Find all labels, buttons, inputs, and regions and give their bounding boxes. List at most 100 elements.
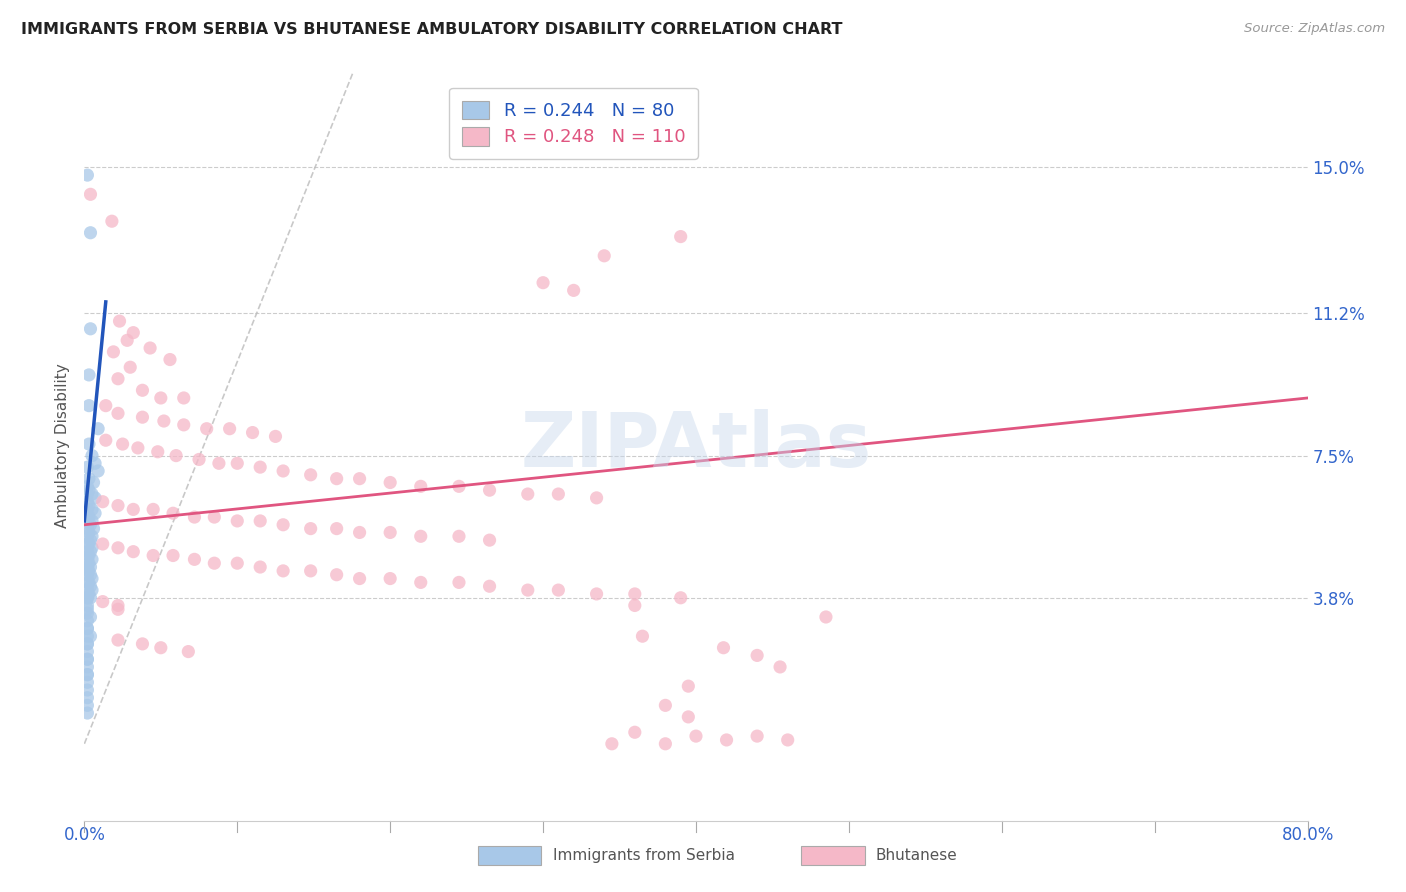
Point [122, 502, 145, 516]
Point [349, 525, 371, 540]
Point [202, 510, 225, 524]
Point [76, 522, 98, 536]
Point [624, 587, 647, 601]
Point [76, 614, 98, 628]
Point [77, 587, 100, 601]
Point [76, 683, 98, 698]
Point [103, 344, 125, 359]
Point [249, 560, 271, 574]
Point [165, 449, 187, 463]
Point [76, 690, 98, 705]
Point [76, 487, 98, 501]
Point [77, 537, 100, 551]
Point [226, 556, 249, 570]
Point [195, 422, 218, 436]
Point [84, 456, 107, 470]
Point [107, 633, 129, 648]
Point [76, 706, 98, 720]
Point [264, 429, 287, 443]
Text: ZIPAtlas: ZIPAtlas [520, 409, 872, 483]
Point [299, 522, 322, 536]
Point [218, 422, 240, 436]
Point [79, 226, 101, 240]
Point [77, 549, 100, 563]
Point [108, 314, 131, 328]
Point [107, 499, 129, 513]
Point [76, 567, 98, 582]
Point [131, 384, 153, 398]
Point [76, 544, 98, 558]
Point [107, 602, 129, 616]
Point [716, 733, 738, 747]
Point [94, 399, 117, 413]
Point [299, 564, 322, 578]
Point [87, 422, 110, 436]
Point [585, 491, 607, 505]
Text: IMMIGRANTS FROM SERBIA VS BHUTANESE AMBULATORY DISABILITY CORRELATION CHART: IMMIGRANTS FROM SERBIA VS BHUTANESE AMBU… [21, 22, 842, 37]
Text: Immigrants from Serbia: Immigrants from Serbia [553, 848, 734, 863]
Point [654, 698, 676, 713]
Point [76, 494, 98, 508]
Point [120, 360, 142, 375]
Point [159, 352, 181, 367]
Point [76, 622, 98, 636]
Point [188, 452, 211, 467]
Point [600, 737, 623, 751]
FancyBboxPatch shape [801, 846, 865, 865]
Point [516, 583, 538, 598]
Point [80, 502, 103, 516]
Point [79, 579, 101, 593]
Point [76, 537, 98, 551]
Point [77, 564, 100, 578]
Point [593, 249, 616, 263]
Point [122, 326, 145, 340]
Point [478, 483, 501, 498]
Point [76, 698, 98, 713]
Point [162, 506, 184, 520]
Point [122, 544, 145, 558]
Point [77, 556, 100, 570]
Point [547, 487, 569, 501]
Point [80, 529, 103, 543]
Point [747, 648, 769, 663]
Point [77, 499, 100, 513]
Text: Bhutanese: Bhutanese [876, 848, 957, 863]
Point [77, 510, 100, 524]
Point [547, 583, 569, 598]
Point [585, 587, 607, 601]
Point [447, 479, 470, 493]
Point [631, 629, 654, 643]
Point [77, 483, 100, 498]
Point [80, 514, 103, 528]
Point [678, 679, 700, 693]
Point [202, 556, 225, 570]
Point [77, 399, 100, 413]
Point [713, 640, 735, 655]
Point [76, 529, 98, 543]
Point [162, 549, 184, 563]
Point [226, 514, 249, 528]
Point [678, 710, 700, 724]
Point [76, 560, 98, 574]
Point [76, 599, 98, 613]
Point [183, 510, 205, 524]
Point [226, 456, 249, 470]
Point [76, 622, 98, 636]
Point [79, 322, 101, 336]
Point [79, 591, 101, 605]
Point [79, 629, 101, 643]
Point [478, 579, 501, 593]
Point [142, 549, 165, 563]
Point [80, 487, 103, 501]
Point [325, 472, 347, 486]
Point [380, 572, 402, 586]
Point [107, 372, 129, 386]
Point [624, 725, 647, 739]
Point [669, 229, 692, 244]
Point [87, 464, 110, 478]
Point [76, 479, 98, 493]
Point [562, 284, 585, 298]
Point [91, 537, 114, 551]
Point [249, 460, 271, 475]
Point [84, 491, 107, 505]
